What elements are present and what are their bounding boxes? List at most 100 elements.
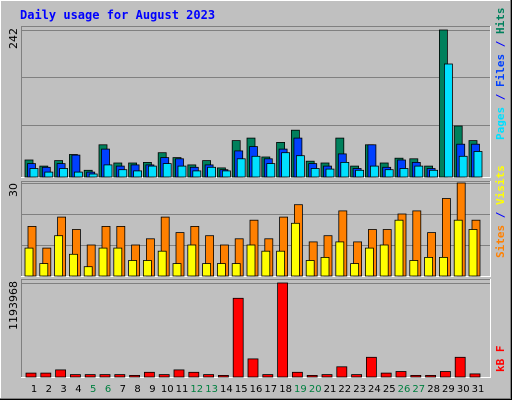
- bar-visits-sites-sites-28: [424, 256, 434, 277]
- bar-hits-pages-files-pages-18: [281, 152, 291, 178]
- bar-visits-sites-sites-14: [216, 263, 226, 277]
- bar-visits-sites-sites-13: [202, 263, 212, 277]
- bar-visits-sites-sites-7: [113, 247, 123, 277]
- bar-visits-sites-sites-12: [187, 244, 197, 277]
- bar-kbytes-kb-f-5: [84, 374, 96, 378]
- bar-kbytes-kb-f-18: [277, 282, 289, 378]
- bar-hits-pages-files-pages-17: [266, 163, 276, 178]
- x-tick-6: 6: [105, 384, 111, 395]
- bar-hits-pages-files-pages-1: [29, 168, 39, 178]
- x-tick-9: 9: [149, 384, 155, 395]
- bar-visits-sites-sites-11: [172, 263, 182, 277]
- bar-visits-sites-sites-2: [39, 263, 49, 277]
- bar-hits-pages-files-pages-2: [44, 171, 54, 178]
- bar-visits-sites-sites-1: [24, 247, 34, 277]
- x-tick-2: 2: [46, 384, 52, 395]
- x-tick-5: 5: [90, 384, 96, 395]
- x-tick-25: 25: [383, 384, 396, 395]
- bar-visits-sites-sites-20: [305, 260, 315, 277]
- legend-files: Files: [494, 54, 507, 87]
- legend-sites: Sites: [494, 225, 507, 258]
- bar-kbytes-kb-f-23: [351, 374, 363, 378]
- bar-hits-pages-files-pages-29: [443, 63, 453, 178]
- x-tick-11: 11: [176, 384, 189, 395]
- bar-kbytes-kb-f-13: [203, 374, 215, 378]
- x-tick-12: 12: [190, 384, 203, 395]
- bar-kbytes-kb-f-30: [454, 356, 466, 378]
- x-tick-21: 21: [324, 384, 337, 395]
- x-tick-8: 8: [134, 384, 140, 395]
- bar-visits-sites-sites-19: [290, 222, 300, 277]
- bar-visits-sites-sites-27: [409, 260, 419, 277]
- bar-kbytes-kb-f-8: [129, 374, 141, 378]
- bar-visits-sites-sites-8: [128, 260, 138, 277]
- bar-hits-pages-files-pages-6: [103, 164, 113, 178]
- bar-kbytes-kb-f-14: [217, 374, 229, 378]
- x-tick-27: 27: [412, 384, 425, 395]
- bar-kbytes-kb-f-2: [40, 372, 52, 378]
- x-tick-24: 24: [368, 384, 381, 395]
- legend-sep-3: /: [494, 205, 507, 225]
- x-tick-13: 13: [205, 384, 218, 395]
- bar-kbytes-kb-f-17: [262, 374, 274, 378]
- x-tick-16: 16: [250, 384, 263, 395]
- bar-hits-pages-files-pages-22: [340, 161, 350, 178]
- x-tick-10: 10: [161, 384, 174, 395]
- x-tick-29: 29: [442, 384, 455, 395]
- bar-hits-pages-files-pages-12: [192, 170, 202, 178]
- bar-hits-pages-files-pages-11: [177, 165, 187, 178]
- bar-hits-pages-files-pages-19: [295, 155, 305, 178]
- gridlines: [22, 30, 490, 284]
- bar-hits-pages-files-pages-3: [59, 168, 68, 178]
- x-tick-18: 18: [279, 384, 292, 395]
- bar-visits-sites-sites-9: [142, 260, 152, 277]
- bar-kbytes-kb-f-29: [439, 371, 451, 378]
- bar-hits-pages-files-pages-15: [236, 158, 246, 178]
- bar-kbytes-kb-f-6: [99, 374, 111, 378]
- bar-hits-pages-files-pages-21: [325, 168, 335, 178]
- x-tick-20: 20: [309, 384, 322, 395]
- bar-kbytes-kb-f-12: [188, 371, 200, 378]
- x-tick-31: 31: [472, 384, 485, 395]
- bar-kbytes-kb-f-26: [395, 371, 407, 378]
- bar-visits-sites-sites-30: [453, 219, 463, 277]
- x-tick-15: 15: [235, 384, 248, 395]
- legend-pages: Pages: [494, 107, 507, 140]
- bar-hits-pages-files-pages-14: [221, 170, 231, 178]
- bar-kbytes-kb-f-20: [306, 374, 318, 378]
- bar-hits-pages-files-pages-20: [310, 168, 320, 178]
- bar-kbytes-kb-f-25: [380, 372, 392, 378]
- bar-hits-pages-files-pages-31: [473, 151, 483, 178]
- bar-hits-pages-files-pages-16: [251, 155, 261, 178]
- legend-kbytes: kB F: [494, 346, 507, 373]
- bar-hits-pages-files-pages-23: [355, 169, 365, 178]
- x-tick-17: 17: [264, 384, 277, 395]
- x-tick-30: 30: [457, 384, 470, 395]
- bar-visits-sites-sites-31: [468, 229, 478, 277]
- bar-kbytes-kb-f-22: [336, 366, 348, 378]
- bar-kbytes-kb-f-4: [70, 374, 81, 378]
- bar-visits-sites-sites-10: [157, 250, 167, 277]
- bar-kbytes-kb-f-9: [143, 371, 155, 378]
- bar-kbytes-kb-f-28: [425, 374, 437, 378]
- x-tick-26: 26: [398, 384, 411, 395]
- bar-visits-sites-sites-16: [246, 244, 256, 277]
- x-tick-7: 7: [120, 384, 126, 395]
- legend-kbf: kB F: [494, 346, 507, 373]
- bar-hits-pages-files-pages-30: [458, 155, 468, 178]
- legend-hits-label: Hits: [494, 8, 507, 35]
- x-tick-3: 3: [60, 384, 66, 395]
- bar-hits-pages-files-pages-8: [133, 170, 143, 178]
- bar-kbytes-kb-f-27: [410, 374, 422, 378]
- legend-visits-label: Visits: [494, 165, 507, 205]
- legend-sep-2: /: [494, 34, 507, 54]
- bar-hits-pages-files-pages-13: [207, 166, 217, 178]
- legend-hits: Pages / Files / Hits: [494, 8, 507, 141]
- bar-kbytes-kb-f-3: [55, 369, 66, 378]
- ytick-hits: 242: [7, 28, 20, 49]
- bar-visits-sites-sites-29: [438, 256, 448, 277]
- bar-kbytes-kb-f-11: [173, 369, 185, 378]
- bar-visits-sites-sites-6: [98, 247, 108, 277]
